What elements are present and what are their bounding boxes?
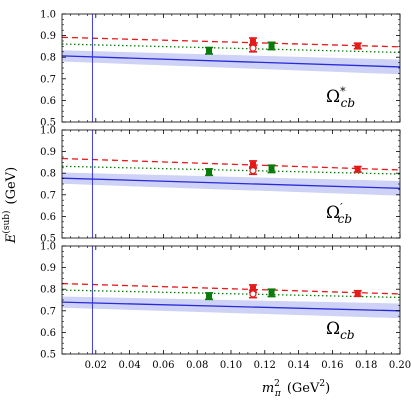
fit-line-dashed xyxy=(62,157,400,171)
y-label-main: E xyxy=(4,233,19,244)
data-point xyxy=(249,38,256,45)
fit-line-solid xyxy=(62,177,400,189)
fit-line-solid xyxy=(62,55,400,68)
panel-label-main: Ω xyxy=(326,87,340,107)
data-point-open xyxy=(249,290,257,298)
panel-label: Ωcb xyxy=(326,319,355,342)
y-label-sup: (sub) xyxy=(1,210,12,233)
plot-area xyxy=(62,14,400,122)
fit-line-dotted xyxy=(62,165,400,175)
svg-text:m2π(GeV2): m2 π (GeV2) xyxy=(262,379,330,399)
y-tick-label: 0.8 xyxy=(40,169,56,180)
x-label-sub: π xyxy=(274,389,282,399)
data-point xyxy=(354,290,361,297)
panel-label-sup: * xyxy=(340,85,346,98)
panel-label: Ω′ cb xyxy=(326,201,352,226)
panels: 0.50.60.70.80.91.0Ω* cb0.50.60.70.80.91.0… xyxy=(40,10,411,372)
y-tick-label: 1.0 xyxy=(40,242,56,253)
data-point xyxy=(249,161,256,168)
panel-label-sub: cb xyxy=(340,328,354,342)
fit-line-dotted xyxy=(62,289,400,299)
y-tick-label: 0.9 xyxy=(40,31,56,42)
panel-label-main: Ω xyxy=(326,203,340,223)
fit-line-dashed xyxy=(62,36,400,48)
data-point xyxy=(268,42,275,49)
y-tick-label: 0.6 xyxy=(40,96,56,107)
x-label-sup: 2 xyxy=(274,379,280,389)
y-tick-label: 1.0 xyxy=(40,126,56,137)
y-tick-label: 0.7 xyxy=(40,190,56,201)
y-tick-label: 0.5 xyxy=(40,350,56,361)
plot-area xyxy=(62,130,400,238)
y-tick-label: 0.7 xyxy=(40,74,56,85)
y-tick-label: 1.0 xyxy=(40,10,56,21)
y-tick-label: 0.9 xyxy=(40,263,56,274)
plot-area xyxy=(62,246,400,354)
fit-line-dotted xyxy=(62,43,400,54)
x-tick-label: 0.10 xyxy=(220,360,242,371)
data-point xyxy=(206,293,213,300)
fit-line-dashed xyxy=(62,282,400,295)
data-point xyxy=(206,169,213,176)
panel-label-sub: cb xyxy=(341,96,355,110)
data-point-open xyxy=(249,44,257,52)
y-tick-label: 0.9 xyxy=(40,147,56,158)
x-tick-label: 0.02 xyxy=(85,360,107,371)
x-tick-label: 0.18 xyxy=(355,360,377,371)
y-axis-title: E(sub) (GeV) xyxy=(1,167,19,244)
data-point xyxy=(354,42,361,49)
x-tick-label: 0.12 xyxy=(254,360,276,371)
x-tick-label: 0.08 xyxy=(186,360,208,371)
error-band xyxy=(62,172,400,196)
x-label-main: m xyxy=(262,381,274,396)
x-tick-label: 0.20 xyxy=(389,360,411,371)
x-label-unit-sup: 2 xyxy=(319,379,325,389)
panel-1: 0.5 0.6 0.7 0.8 0.9 1.0 Ω* cb xyxy=(40,10,401,129)
x-tick-label: 0.16 xyxy=(321,360,343,371)
data-point xyxy=(268,289,275,296)
fit-line-solid xyxy=(62,301,400,312)
y-tick-label: 0.5 xyxy=(40,234,56,245)
data-point xyxy=(354,166,361,173)
y-tick-label: 0.8 xyxy=(40,285,56,296)
panel-label-sub: cb xyxy=(338,212,352,226)
y-label-unit: (GeV) xyxy=(4,167,19,205)
x-label-unit: (GeV xyxy=(287,381,320,396)
y-tick-label: 0.5 xyxy=(40,118,56,129)
data-point xyxy=(268,165,275,172)
x-tick-label: 0.04 xyxy=(118,360,140,371)
data-point-open xyxy=(249,167,257,175)
data-point xyxy=(249,285,256,292)
error-band xyxy=(62,296,400,319)
x-tick-label: 0.14 xyxy=(287,360,309,371)
y-tick-label: 0.6 xyxy=(40,328,56,339)
y-tick-label: 0.8 xyxy=(40,53,56,64)
x-label-unit-close: ) xyxy=(325,381,330,396)
x-axis-title: m2 π (GeV2) xyxy=(262,379,330,399)
panel-2: 0.5 0.6 0.7 0.8 0.9 1.0 Ω′ cb xyxy=(40,126,401,245)
panel-label-sup: ′ xyxy=(340,201,343,214)
y-tick-label: 0.6 xyxy=(40,212,56,223)
y-tick-label: 0.7 xyxy=(40,306,56,317)
panel-label: Ω* cb xyxy=(326,85,355,110)
error-band xyxy=(62,50,400,75)
svg-text:E(sub)(GeV): E(sub) (GeV) xyxy=(1,167,19,244)
data-point xyxy=(206,47,213,54)
x-tick-label: 0.06 xyxy=(152,360,174,371)
panel-label-main: Ω xyxy=(326,319,340,339)
panel-3: 0.5 0.6 0.7 0.8 0.9 1.0 0.02 0.04 0.06 0.08 0.10 0.… xyxy=(40,242,411,372)
